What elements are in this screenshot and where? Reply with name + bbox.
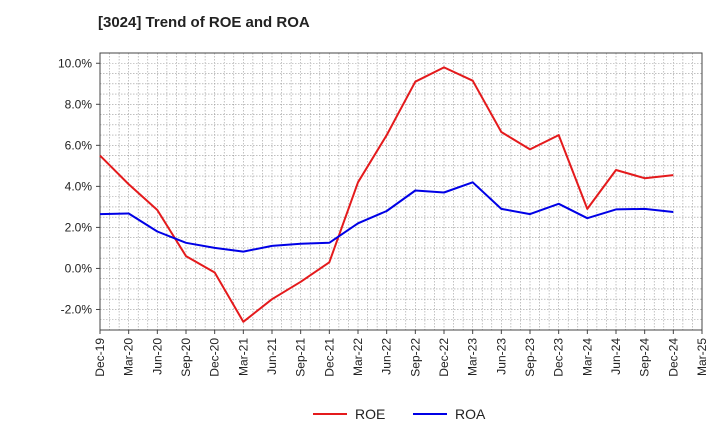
y-tick-label: 4.0%: [65, 179, 93, 193]
x-tick-label: Sep-21: [294, 338, 308, 377]
grid-layer: [99, 52, 702, 331]
chart-title: [3024] Trend of ROE and ROA: [98, 14, 310, 31]
legend-label-roa: ROA: [455, 406, 486, 422]
y-tick-label: 0.0%: [65, 261, 93, 275]
x-tick-label: Jun-23: [494, 338, 508, 375]
x-tick-label: Mar-25: [695, 338, 709, 376]
x-tick-label: Sep-24: [638, 338, 652, 377]
y-tick-label: 10.0%: [58, 56, 92, 70]
x-tick-label: Sep-20: [179, 338, 193, 377]
x-tick-label: Mar-22: [351, 338, 365, 376]
x-tick-label: Jun-21: [265, 338, 279, 375]
y-tick-label: -2.0%: [61, 302, 93, 316]
x-tick-label: Jun-20: [150, 338, 164, 375]
x-tick-label: Mar-20: [122, 338, 136, 376]
series-layer: [99, 66, 674, 323]
x-tick-label: Mar-24: [580, 338, 594, 376]
x-tick-label: Dec-19: [93, 338, 107, 377]
x-tick-label: Dec-24: [666, 338, 680, 377]
y-tick-label: 6.0%: [65, 138, 93, 152]
legend: ROE ROA: [313, 406, 486, 422]
axis-layer: -2.0% 0.0% 2.0% 4.0% 6.0% 8.0% 10.0% Dec-19 Mar-…: [58, 52, 709, 377]
x-tick-label: Sep-22: [408, 338, 422, 377]
series-line-roe: [99, 66, 674, 323]
series-line-roa: [99, 181, 674, 253]
x-tick-label: Jun-22: [380, 338, 394, 375]
x-tick-label: Sep-23: [523, 338, 537, 377]
x-tick-label: Dec-22: [437, 338, 451, 377]
x-tick-label: Mar-21: [236, 338, 250, 376]
y-tick-label: 2.0%: [65, 220, 93, 234]
legend-label-roe: ROE: [355, 406, 385, 422]
x-tick-label: Jun-24: [609, 338, 623, 375]
x-tick-label: Dec-20: [208, 338, 222, 377]
x-tick-label: Mar-23: [466, 338, 480, 376]
x-tick-label: Dec-21: [322, 338, 336, 377]
x-tick-label: Dec-23: [552, 338, 566, 377]
y-tick-label: 8.0%: [65, 97, 93, 111]
plot-frame: [99, 52, 703, 331]
